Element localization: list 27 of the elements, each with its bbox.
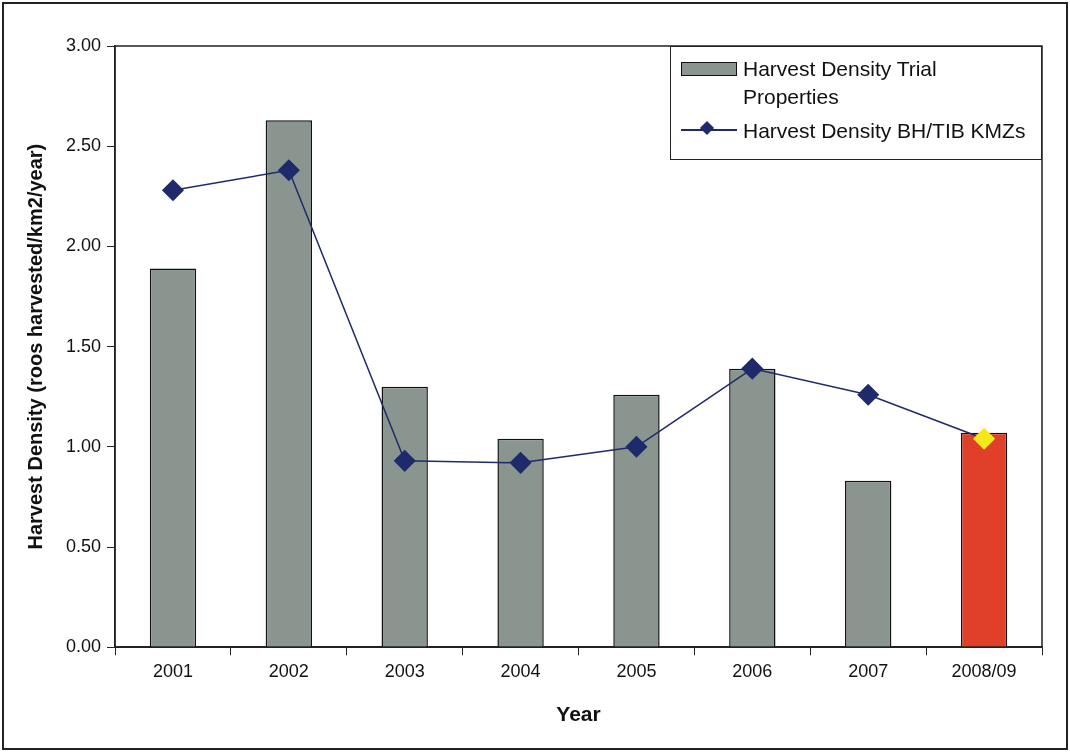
y-tick-label: 0.50 <box>65 535 102 556</box>
x-tick-label: 2001 <box>152 660 193 681</box>
y-tick-label: 1.00 <box>65 435 102 456</box>
point <box>973 428 995 450</box>
point <box>741 357 764 380</box>
x-axis-title: Year <box>556 702 601 726</box>
x-tick-label: 2005 <box>616 660 657 681</box>
y-tick-label: 0.00 <box>65 636 102 657</box>
y-tick-label: 1.50 <box>65 335 102 356</box>
point <box>509 452 532 474</box>
point <box>393 450 416 472</box>
point <box>162 179 184 202</box>
y-axis-title: Harvest Density (roos harvested/km2/year) <box>23 143 46 550</box>
x-tick-label: 2004 <box>500 660 541 681</box>
y-tick-label: 3.00 <box>65 34 102 55</box>
legend-label: Harvest Density Trial Properties <box>743 56 938 110</box>
x-tick-label: 2008/09 <box>951 660 1017 681</box>
legend-label: Harvest Density BH/TIB KMZs <box>743 118 1027 144</box>
x-tick-label: 2006 <box>732 660 773 681</box>
x-tick-label: 2002 <box>268 660 309 681</box>
y-tick-label: 2.00 <box>65 235 102 256</box>
y-tick-label: 2.50 <box>65 135 102 156</box>
point <box>625 436 648 458</box>
point <box>278 159 300 181</box>
x-tick-label: 2003 <box>384 660 425 681</box>
point <box>857 383 879 406</box>
x-tick-label: 2007 <box>848 660 889 681</box>
